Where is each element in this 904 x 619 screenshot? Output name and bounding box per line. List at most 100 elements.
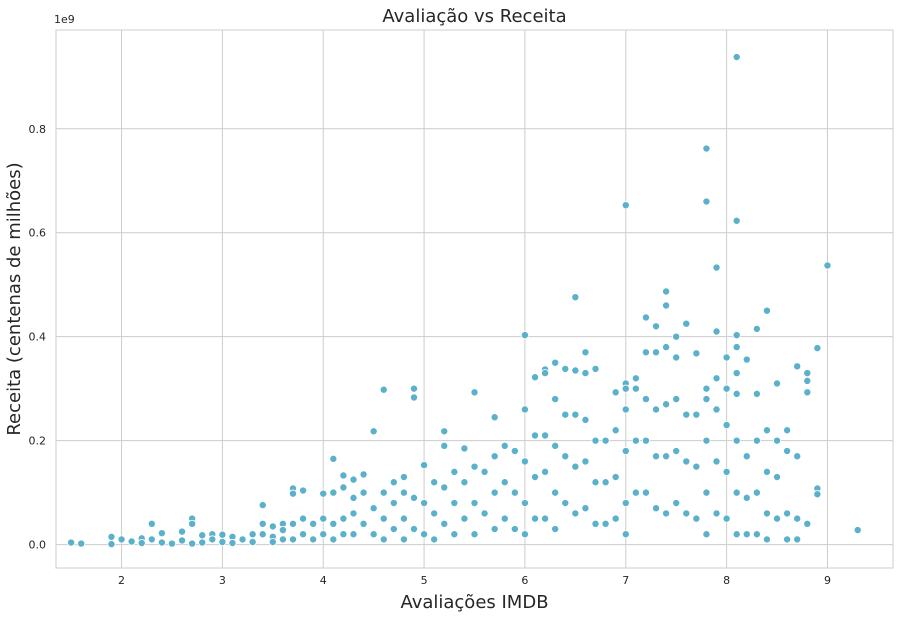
data-point — [500, 441, 509, 450]
data-point — [430, 535, 439, 544]
data-point — [551, 488, 560, 497]
data-point — [329, 535, 338, 544]
data-point — [662, 452, 671, 461]
data-point — [137, 539, 146, 548]
data-point — [601, 519, 610, 528]
data-point — [621, 384, 630, 393]
data-point — [319, 489, 328, 498]
data-point — [157, 529, 166, 538]
data-point — [732, 436, 741, 445]
data-point — [621, 499, 630, 508]
data-point — [803, 388, 812, 397]
data-point — [339, 530, 348, 539]
data-point — [167, 539, 176, 548]
data-point — [813, 344, 822, 353]
data-point — [500, 478, 509, 487]
data-point — [611, 426, 620, 435]
data-point — [591, 436, 600, 445]
data-point — [702, 530, 711, 539]
data-point — [409, 525, 418, 534]
data-point — [510, 525, 519, 534]
data-point — [702, 488, 711, 497]
data-point — [490, 488, 499, 497]
data-point — [299, 530, 308, 539]
data-point — [803, 369, 812, 378]
data-point — [531, 431, 540, 440]
data-point — [531, 473, 540, 482]
data-point — [440, 441, 449, 450]
data-point — [581, 348, 590, 357]
data-point — [399, 473, 408, 482]
data-point — [773, 514, 782, 523]
data-point — [127, 537, 136, 546]
data-point — [571, 293, 580, 302]
data-point — [420, 530, 429, 539]
scatter-points — [67, 53, 862, 549]
data-point — [551, 395, 560, 404]
chart-title: Avaliação vs Receita — [382, 6, 566, 27]
data-point — [379, 385, 388, 394]
x-tick-label: 6 — [521, 574, 528, 587]
data-point — [228, 539, 237, 548]
data-point — [611, 473, 620, 482]
data-point — [551, 441, 560, 450]
data-point — [147, 535, 156, 544]
x-axis-label: Avaliações IMDB — [400, 592, 548, 613]
data-point — [329, 488, 338, 497]
data-point — [409, 493, 418, 502]
data-point — [399, 535, 408, 544]
data-point — [762, 426, 771, 435]
data-point — [581, 504, 590, 513]
data-point — [762, 467, 771, 476]
data-point — [742, 452, 751, 461]
data-point — [601, 436, 610, 445]
data-point — [107, 540, 116, 549]
data-point — [399, 514, 408, 523]
data-point — [470, 499, 479, 508]
data-point — [561, 499, 570, 508]
data-point — [188, 519, 197, 528]
data-point — [732, 488, 741, 497]
data-point — [752, 436, 761, 445]
data-point — [692, 410, 701, 419]
data-point — [702, 395, 711, 404]
data-point — [490, 452, 499, 461]
data-point — [762, 306, 771, 315]
data-point — [561, 410, 570, 419]
data-point — [399, 488, 408, 497]
y-tick-labels: 0.0 0.2 0.4 0.6 0.8 — [29, 123, 47, 552]
data-point — [299, 486, 308, 495]
data-point — [369, 530, 378, 539]
data-point — [641, 436, 650, 445]
data-point — [349, 493, 358, 502]
data-point — [299, 514, 308, 523]
x-tick-label: 2 — [118, 574, 125, 587]
data-point — [672, 353, 681, 362]
data-point — [652, 452, 661, 461]
data-point — [480, 509, 489, 518]
data-point — [641, 395, 650, 404]
plot-area-frame — [55, 29, 894, 569]
data-point — [732, 369, 741, 378]
data-point — [520, 405, 529, 414]
data-point — [188, 539, 197, 548]
data-point — [621, 447, 630, 456]
x-tick-label: 7 — [622, 574, 629, 587]
x-tick-label: 5 — [421, 574, 428, 587]
data-point — [652, 504, 661, 513]
data-point — [238, 535, 247, 544]
y-offset-text: 1e9 — [54, 13, 75, 26]
data-point — [783, 426, 792, 435]
data-point — [631, 488, 640, 497]
y-tick-label: 0.4 — [29, 331, 47, 344]
data-point — [288, 519, 297, 528]
data-point — [793, 514, 802, 523]
data-point — [672, 395, 681, 404]
data-point — [823, 261, 832, 270]
x-tick-label: 4 — [320, 574, 327, 587]
data-point — [450, 499, 459, 508]
data-point — [722, 384, 731, 393]
data-point — [339, 483, 348, 492]
data-point — [581, 369, 590, 378]
data-point — [551, 358, 560, 367]
